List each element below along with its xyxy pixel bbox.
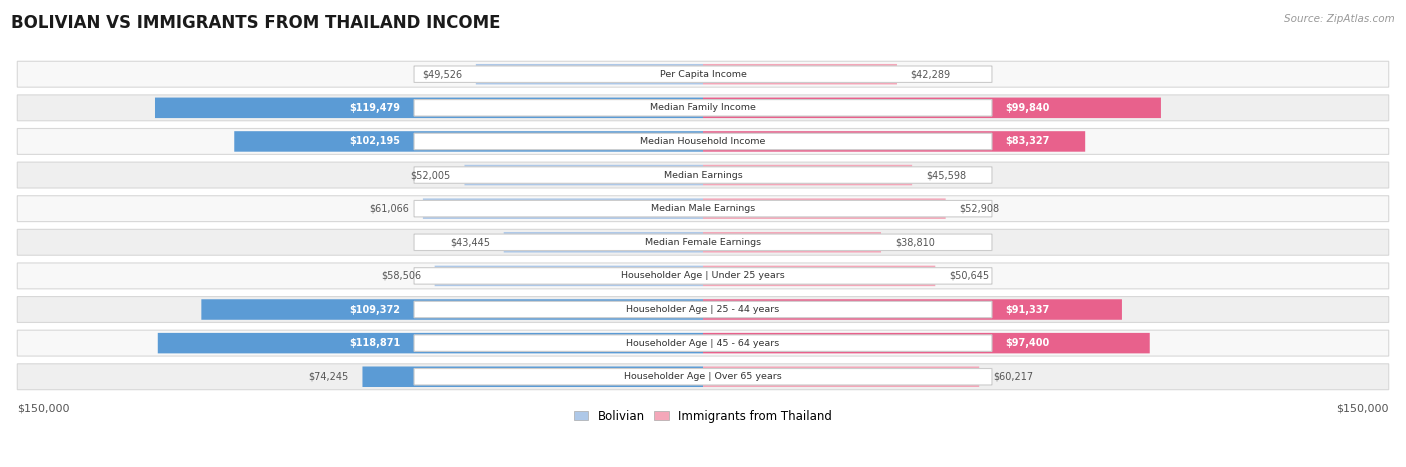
Text: $42,289: $42,289 [911, 69, 950, 79]
FancyBboxPatch shape [413, 268, 993, 284]
Text: $99,840: $99,840 [1005, 103, 1050, 113]
Text: $97,400: $97,400 [1005, 338, 1050, 348]
FancyBboxPatch shape [413, 368, 993, 385]
Text: Per Capita Income: Per Capita Income [659, 70, 747, 79]
Text: $74,245: $74,245 [308, 372, 349, 382]
FancyBboxPatch shape [413, 335, 993, 351]
FancyBboxPatch shape [413, 167, 993, 183]
FancyBboxPatch shape [17, 162, 1389, 188]
FancyBboxPatch shape [413, 99, 993, 116]
Text: $38,810: $38,810 [894, 237, 935, 248]
Text: Median Household Income: Median Household Income [640, 137, 766, 146]
Text: $45,598: $45,598 [927, 170, 966, 180]
FancyBboxPatch shape [17, 330, 1389, 356]
Text: $91,337: $91,337 [1005, 304, 1050, 314]
Text: Median Family Income: Median Family Income [650, 103, 756, 113]
Text: $119,479: $119,479 [349, 103, 401, 113]
FancyBboxPatch shape [703, 131, 1085, 152]
FancyBboxPatch shape [17, 95, 1389, 121]
Text: $118,871: $118,871 [349, 338, 401, 348]
FancyBboxPatch shape [703, 367, 979, 387]
FancyBboxPatch shape [703, 64, 897, 85]
FancyBboxPatch shape [413, 133, 993, 150]
FancyBboxPatch shape [157, 333, 703, 354]
FancyBboxPatch shape [475, 64, 703, 85]
Text: $102,195: $102,195 [349, 136, 401, 147]
Text: $109,372: $109,372 [349, 304, 401, 314]
FancyBboxPatch shape [17, 364, 1389, 389]
FancyBboxPatch shape [703, 98, 1161, 118]
Legend: Bolivian, Immigrants from Thailand: Bolivian, Immigrants from Thailand [569, 405, 837, 427]
FancyBboxPatch shape [413, 301, 993, 318]
FancyBboxPatch shape [703, 299, 1122, 320]
Text: Median Earnings: Median Earnings [664, 170, 742, 179]
Text: Householder Age | 45 - 64 years: Householder Age | 45 - 64 years [627, 339, 779, 347]
Text: $83,327: $83,327 [1005, 136, 1050, 147]
FancyBboxPatch shape [17, 297, 1389, 322]
FancyBboxPatch shape [703, 333, 1150, 354]
Text: Householder Age | Over 65 years: Householder Age | Over 65 years [624, 372, 782, 381]
Text: $58,506: $58,506 [381, 271, 420, 281]
Text: $50,645: $50,645 [949, 271, 990, 281]
FancyBboxPatch shape [413, 200, 993, 217]
FancyBboxPatch shape [201, 299, 703, 320]
Text: Source: ZipAtlas.com: Source: ZipAtlas.com [1284, 14, 1395, 24]
FancyBboxPatch shape [17, 196, 1389, 222]
Text: $60,217: $60,217 [993, 372, 1033, 382]
FancyBboxPatch shape [413, 234, 993, 250]
Text: Median Female Earnings: Median Female Earnings [645, 238, 761, 247]
FancyBboxPatch shape [503, 232, 703, 253]
FancyBboxPatch shape [434, 266, 703, 286]
FancyBboxPatch shape [17, 128, 1389, 155]
FancyBboxPatch shape [17, 229, 1389, 255]
FancyBboxPatch shape [703, 266, 935, 286]
FancyBboxPatch shape [155, 98, 703, 118]
FancyBboxPatch shape [423, 198, 703, 219]
FancyBboxPatch shape [703, 232, 882, 253]
Text: $52,908: $52,908 [959, 204, 1000, 214]
Text: $61,066: $61,066 [370, 204, 409, 214]
Text: BOLIVIAN VS IMMIGRANTS FROM THAILAND INCOME: BOLIVIAN VS IMMIGRANTS FROM THAILAND INC… [11, 14, 501, 32]
Text: Median Male Earnings: Median Male Earnings [651, 204, 755, 213]
FancyBboxPatch shape [363, 367, 703, 387]
Text: $43,445: $43,445 [450, 237, 489, 248]
FancyBboxPatch shape [17, 263, 1389, 289]
Text: $150,000: $150,000 [17, 403, 70, 414]
Text: $49,526: $49,526 [422, 69, 463, 79]
Text: $150,000: $150,000 [1336, 403, 1389, 414]
Text: Householder Age | 25 - 44 years: Householder Age | 25 - 44 years [627, 305, 779, 314]
FancyBboxPatch shape [235, 131, 703, 152]
Text: $52,005: $52,005 [411, 170, 451, 180]
FancyBboxPatch shape [703, 198, 946, 219]
Text: Householder Age | Under 25 years: Householder Age | Under 25 years [621, 271, 785, 280]
FancyBboxPatch shape [464, 165, 703, 185]
FancyBboxPatch shape [703, 165, 912, 185]
FancyBboxPatch shape [17, 61, 1389, 87]
FancyBboxPatch shape [413, 66, 993, 83]
